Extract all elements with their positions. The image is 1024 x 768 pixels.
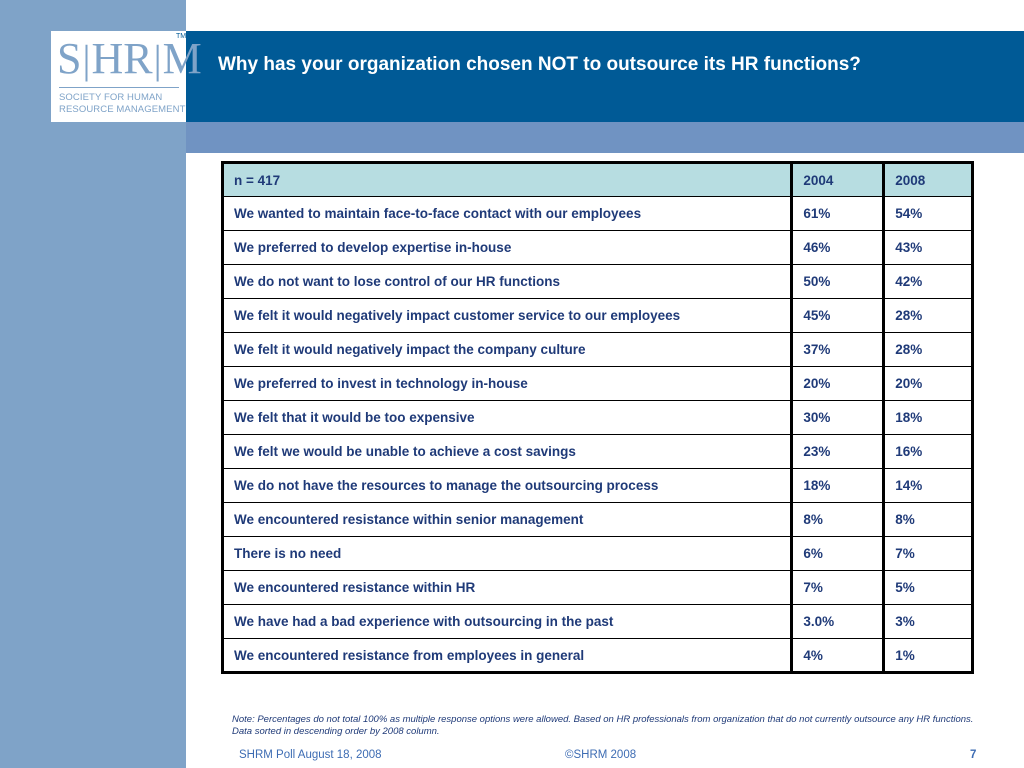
slide-title: Why has your organization chosen NOT to … [218,54,861,75]
table-header-row: n = 417 2004 2008 [221,162,973,197]
logo-trademark: TM [176,33,187,40]
value-2004: 61% [790,196,885,231]
results-table: n = 417 2004 2008 We wanted to maintain … [221,161,974,674]
table-row: We felt it would negatively impact custo… [221,298,973,333]
logo-separator: | [82,37,91,82]
value-2008: 28% [882,298,973,333]
row-label: There is no need [221,536,793,571]
table-row: We felt it would negatively impact the c… [221,332,973,367]
row-label: We do not have the resources to manage t… [221,468,793,503]
footer-source: SHRM Poll August 18, 2008 [239,749,382,761]
footer-copyright: ©SHRM 2008 [565,749,637,761]
value-2008: 16% [882,434,973,469]
value-2008: 42% [882,264,973,299]
header-sample-size: n = 417 [221,162,793,197]
row-label: We encountered resistance within senior … [221,502,793,537]
value-2008: 14% [882,468,973,503]
table-row: We encountered resistance within senior … [221,502,973,537]
value-2004: 6% [790,536,885,571]
table-row: We felt that it would be too expensive 30… [221,400,973,435]
row-label: We felt it would negatively impact the c… [221,332,793,367]
table-row: We encountered resistance within HR 7% 5% [221,570,973,605]
value-2008: 3% [882,604,973,639]
left-side-bar [0,0,186,768]
value-2004: 8% [790,502,885,537]
header-2004: 2004 [790,162,885,197]
value-2008: 20% [882,366,973,401]
row-label: We felt that it would be too expensive [221,400,793,435]
value-2004: 30% [790,400,885,435]
value-2004: 45% [790,298,885,333]
table-row: We do not want to lose control of our HR… [221,264,973,299]
header-band [186,31,1024,122]
table-row: We have had a bad experience with outsou… [221,604,973,639]
shrm-logo: S|HR|M TM SOCIETY FOR HUMAN RESOURCE MAN… [51,31,202,122]
value-2004: 23% [790,434,885,469]
row-label: We encountered resistance within HR [221,570,793,605]
table-row: We wanted to maintain face-to-face conta… [221,196,973,231]
header-sub-band [186,122,1024,153]
row-label: We felt we would be unable to achieve a … [221,434,793,469]
value-2004: 18% [790,468,885,503]
logo-line-1: SOCIETY FOR HUMAN [59,92,163,103]
row-label: We encountered resistance from employees… [221,638,793,673]
value-2008: 43% [882,230,973,265]
table-row: We felt we would be unable to achieve a … [221,434,973,469]
value-2004: 4% [790,638,885,673]
row-label: We preferred to invest in technology in-… [221,366,793,401]
logo-line-2: RESOURCE MANAGEMENT [59,104,186,115]
logo-separator: | [153,37,162,82]
logo-letters: S|HR|M [57,34,202,83]
value-2008: 8% [882,502,973,537]
header-2008: 2008 [882,162,973,197]
value-2004: 37% [790,332,885,367]
value-2004: 7% [790,570,885,605]
page-number: 7 [970,749,977,761]
value-2004: 3.0% [790,604,885,639]
footnote: Note: Percentages do not total 100% as m… [232,714,974,737]
table-row: There is no need 6% 7% [221,536,973,571]
value-2008: 1% [882,638,973,673]
row-label: We have had a bad experience with outsou… [221,604,793,639]
value-2008: 28% [882,332,973,367]
value-2008: 5% [882,570,973,605]
table-row: We do not have the resources to manage t… [221,468,973,503]
value-2004: 20% [790,366,885,401]
table-row: We preferred to develop expertise in-hou… [221,230,973,265]
value-2004: 46% [790,230,885,265]
table-row: We preferred to invest in technology in-… [221,366,973,401]
row-label: We preferred to develop expertise in-hou… [221,230,793,265]
value-2008: 18% [882,400,973,435]
row-label: We felt it would negatively impact custo… [221,298,793,333]
value-2004: 50% [790,264,885,299]
row-label: We wanted to maintain face-to-face conta… [221,196,793,231]
value-2008: 7% [882,536,973,571]
table-row: We encountered resistance from employees… [221,638,973,673]
row-label: We do not want to lose control of our HR… [221,264,793,299]
value-2008: 54% [882,196,973,231]
logo-rule [59,87,179,88]
